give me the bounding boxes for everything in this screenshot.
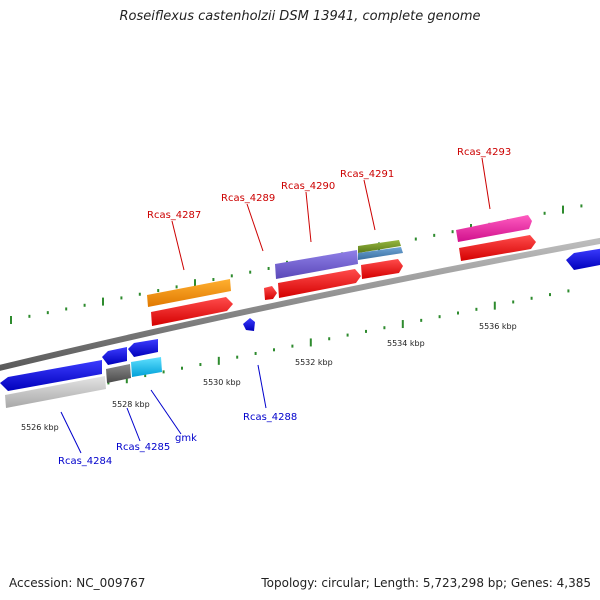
gene-edge-blue xyxy=(566,248,600,270)
gene-blue-b xyxy=(102,347,127,365)
gene-rcas4287-red xyxy=(151,297,233,326)
gene-label-rcas4285: Rcas_4285 xyxy=(116,442,170,453)
gene-label-rcas4290: Rcas_4290 xyxy=(281,181,335,192)
gene-label-rcas4284: Rcas_4284 xyxy=(58,456,112,467)
gene-label-rcas4288: Rcas_4288 xyxy=(243,412,297,423)
kbp-label: 5532 kbp xyxy=(295,358,333,367)
gene-rcas4291-steel xyxy=(358,247,403,260)
gene-rcas4289-red xyxy=(264,286,277,300)
kbp-label: 5534 kbp xyxy=(387,339,425,348)
gene-rcas4288-blue xyxy=(243,318,255,331)
topology-text: Topology: circular; Length: 5,723,298 bp… xyxy=(261,576,591,590)
backbone-line xyxy=(0,237,600,371)
gene-label-gmk: gmk xyxy=(175,433,197,444)
kbp-label: 5528 kbp xyxy=(112,400,150,409)
map-title: Roseiflexus castenholzii DSM 13941, comp… xyxy=(119,9,481,24)
gene-label-rcas4291: Rcas_4291 xyxy=(340,169,394,180)
gene-rcas4291-red xyxy=(361,259,403,279)
kbp-label: 5526 kbp xyxy=(21,423,59,432)
kbp-label: 5536 kbp xyxy=(479,322,517,331)
gene-rcas4284-gray xyxy=(5,376,106,408)
label-lines xyxy=(60,157,491,454)
gene-rcas4293-red xyxy=(459,235,536,261)
gene-label-rcas4287: Rcas_4287 xyxy=(147,210,201,221)
gene-blue-a xyxy=(128,339,158,357)
gene-rcas4293-pink xyxy=(456,215,532,242)
accession-text: Accession: NC_009767 xyxy=(9,576,146,590)
gene-rcas4290-purple xyxy=(275,250,358,279)
kbp-label: 5530 kbp xyxy=(203,378,241,387)
gene-label-rcas4293: Rcas_4293 xyxy=(457,147,511,158)
gene-label-rcas4289: Rcas_4289 xyxy=(221,193,275,204)
gene-rcas4287-orange xyxy=(147,279,231,307)
gene-gmk-cyan xyxy=(131,357,162,377)
gene-rcas4291-olive xyxy=(358,240,401,253)
gene-rcas4290-red xyxy=(278,269,361,298)
gene-rcas4284-blue xyxy=(0,360,102,391)
gene-rcas4285-gray xyxy=(106,364,131,383)
